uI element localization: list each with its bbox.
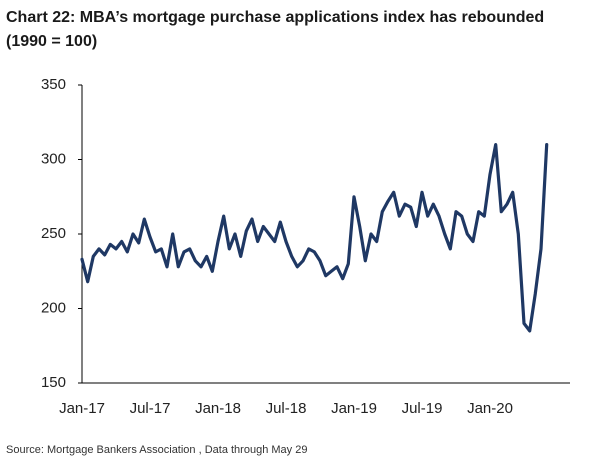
x-tick-label: Jan-19 [331, 400, 377, 417]
x-tick-label: Jan-17 [59, 400, 105, 417]
chart-subtitle: (1990 = 100) [6, 33, 97, 50]
chart-title: Chart 22: MBA’s mortgage purchase applic… [6, 9, 544, 26]
x-tick-label: Jul-17 [130, 400, 171, 417]
y-tick-label: 150 [41, 374, 66, 391]
x-tick-label: Jan-18 [195, 400, 241, 417]
data-line [80, 143, 549, 333]
x-tick-label: Jul-19 [402, 400, 443, 417]
y-tick-label: 300 [41, 150, 66, 167]
y-tick-label: 200 [41, 299, 66, 316]
y-tick-label: 250 [41, 225, 66, 242]
x-tick-label: Jul-18 [266, 400, 307, 417]
y-tick-label: 350 [41, 76, 66, 93]
x-tick-label: Jan-20 [467, 400, 513, 417]
source-note: Source: Mortgage Bankers Association , D… [6, 444, 307, 456]
